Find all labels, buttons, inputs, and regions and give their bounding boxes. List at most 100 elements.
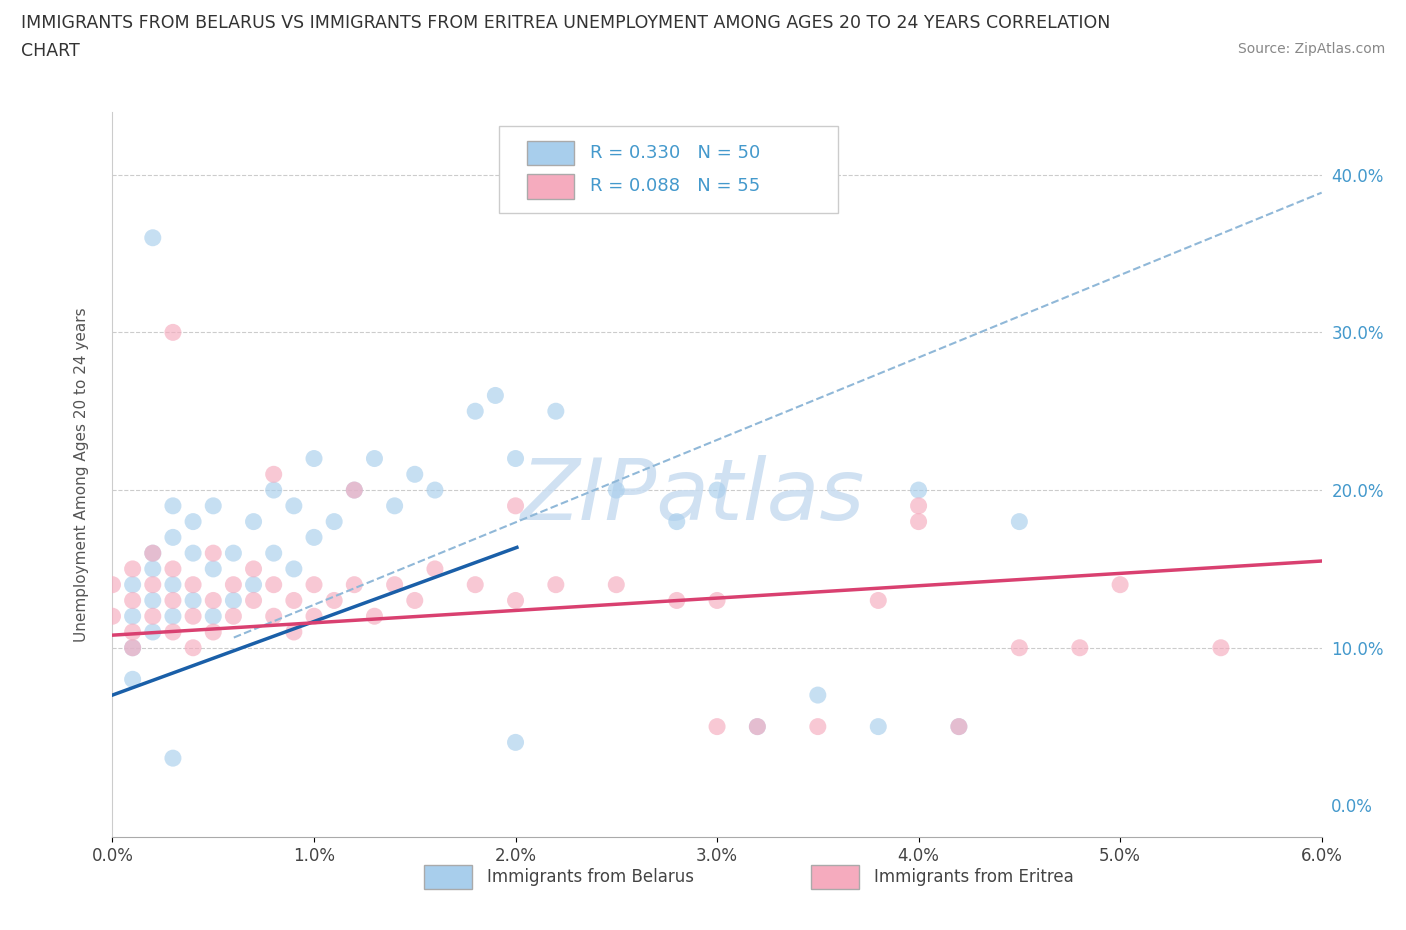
Point <box>181 641 204 656</box>
Point <box>263 546 285 561</box>
Point <box>263 483 285 498</box>
Point <box>343 483 366 498</box>
Point <box>605 578 627 592</box>
Point <box>162 593 184 608</box>
Point <box>605 483 627 498</box>
Text: IMMIGRANTS FROM BELARUS VS IMMIGRANTS FROM ERITREA UNEMPLOYMENT AMONG AGES 20 TO: IMMIGRANTS FROM BELARUS VS IMMIGRANTS FR… <box>21 14 1111 32</box>
Point <box>263 578 285 592</box>
Point <box>464 404 486 418</box>
FancyBboxPatch shape <box>527 140 575 166</box>
Text: R = 0.330   N = 50: R = 0.330 N = 50 <box>591 144 761 162</box>
Point <box>162 325 184 339</box>
Point <box>242 593 264 608</box>
Point <box>263 467 285 482</box>
Point <box>1109 578 1132 592</box>
Point <box>423 562 446 577</box>
Point <box>283 498 305 513</box>
Point <box>202 562 225 577</box>
Text: CHART: CHART <box>21 42 80 60</box>
Point <box>162 609 184 624</box>
Point <box>202 593 225 608</box>
Point <box>747 719 769 734</box>
Point <box>242 514 264 529</box>
Point <box>222 578 245 592</box>
Point <box>162 578 184 592</box>
Point <box>101 609 124 624</box>
Text: Immigrants from Eritrea: Immigrants from Eritrea <box>875 868 1074 886</box>
Point <box>807 687 830 702</box>
Point <box>142 609 165 624</box>
Point <box>948 719 970 734</box>
Point <box>1008 641 1031 656</box>
Point <box>142 562 165 577</box>
Point <box>283 625 305 640</box>
Point <box>283 593 305 608</box>
Point <box>343 578 366 592</box>
Point <box>868 593 890 608</box>
Point <box>121 641 143 656</box>
Point <box>121 641 143 656</box>
Point <box>121 625 143 640</box>
Point <box>1008 514 1031 529</box>
Point <box>464 578 486 592</box>
Point <box>384 578 406 592</box>
Y-axis label: Unemployment Among Ages 20 to 24 years: Unemployment Among Ages 20 to 24 years <box>75 307 89 642</box>
Point <box>868 719 890 734</box>
Point <box>121 562 143 577</box>
Point <box>404 593 426 608</box>
Point <box>363 451 385 466</box>
Point <box>807 719 830 734</box>
Point <box>302 451 325 466</box>
Point <box>242 562 264 577</box>
Point <box>121 578 143 592</box>
Text: Immigrants from Belarus: Immigrants from Belarus <box>488 868 695 886</box>
FancyBboxPatch shape <box>499 126 838 213</box>
Point <box>363 609 385 624</box>
Point <box>142 546 165 561</box>
Point <box>162 530 184 545</box>
Point <box>907 498 929 513</box>
Point <box>323 593 346 608</box>
Point <box>283 562 305 577</box>
Point <box>706 593 728 608</box>
Point <box>202 546 225 561</box>
Point <box>121 609 143 624</box>
Point <box>222 593 245 608</box>
Point <box>181 514 204 529</box>
Point <box>505 451 527 466</box>
Point <box>202 609 225 624</box>
Point <box>505 593 527 608</box>
Point <box>222 609 245 624</box>
Point <box>142 231 165 246</box>
Point <box>323 514 346 529</box>
Point <box>242 578 264 592</box>
Point <box>121 593 143 608</box>
Point <box>142 593 165 608</box>
Point <box>706 719 728 734</box>
Point <box>302 578 325 592</box>
Point <box>181 609 204 624</box>
Point <box>202 498 225 513</box>
Text: ZIPatlas: ZIPatlas <box>520 455 865 538</box>
Point <box>404 467 426 482</box>
Point <box>162 562 184 577</box>
Point <box>505 735 527 750</box>
Point <box>162 498 184 513</box>
Point <box>948 719 970 734</box>
Point <box>142 578 165 592</box>
FancyBboxPatch shape <box>811 865 859 889</box>
Point <box>142 625 165 640</box>
Point <box>665 514 688 529</box>
Point <box>544 404 567 418</box>
Point <box>665 593 688 608</box>
Point <box>181 593 204 608</box>
Point <box>142 546 165 561</box>
Point <box>1209 641 1232 656</box>
Point <box>907 483 929 498</box>
Point <box>302 609 325 624</box>
FancyBboxPatch shape <box>425 865 471 889</box>
Point <box>181 546 204 561</box>
Point <box>162 751 184 765</box>
Text: R = 0.088   N = 55: R = 0.088 N = 55 <box>591 178 761 195</box>
FancyBboxPatch shape <box>527 174 575 199</box>
